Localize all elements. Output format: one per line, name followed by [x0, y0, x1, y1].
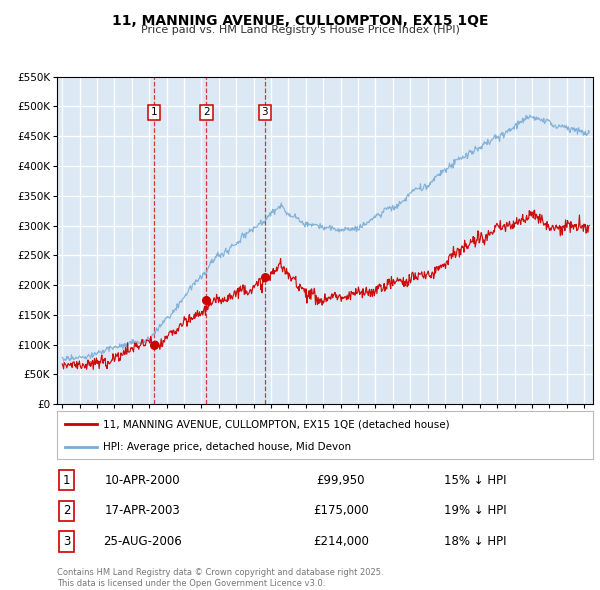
- Text: 3: 3: [262, 107, 268, 117]
- Text: £99,950: £99,950: [317, 474, 365, 487]
- Text: £214,000: £214,000: [313, 535, 369, 548]
- Text: 1: 1: [151, 107, 157, 117]
- Text: 3: 3: [63, 535, 70, 548]
- Text: HPI: Average price, detached house, Mid Devon: HPI: Average price, detached house, Mid …: [103, 442, 350, 452]
- Text: 2: 2: [203, 107, 210, 117]
- Text: 19% ↓ HPI: 19% ↓ HPI: [443, 504, 506, 517]
- Text: 18% ↓ HPI: 18% ↓ HPI: [443, 535, 506, 548]
- Text: 2: 2: [63, 504, 70, 517]
- Text: 10-APR-2000: 10-APR-2000: [105, 474, 181, 487]
- Text: Contains HM Land Registry data © Crown copyright and database right 2025.
This d: Contains HM Land Registry data © Crown c…: [57, 568, 383, 588]
- Text: 15% ↓ HPI: 15% ↓ HPI: [443, 474, 506, 487]
- Text: 11, MANNING AVENUE, CULLOMPTON, EX15 1QE: 11, MANNING AVENUE, CULLOMPTON, EX15 1QE: [112, 14, 488, 28]
- Text: £175,000: £175,000: [313, 504, 369, 517]
- Text: 17-APR-2003: 17-APR-2003: [105, 504, 181, 517]
- Text: Price paid vs. HM Land Registry's House Price Index (HPI): Price paid vs. HM Land Registry's House …: [140, 25, 460, 35]
- Text: 11, MANNING AVENUE, CULLOMPTON, EX15 1QE (detached house): 11, MANNING AVENUE, CULLOMPTON, EX15 1QE…: [103, 419, 449, 429]
- Text: 25-AUG-2006: 25-AUG-2006: [103, 535, 182, 548]
- Text: 1: 1: [63, 474, 70, 487]
